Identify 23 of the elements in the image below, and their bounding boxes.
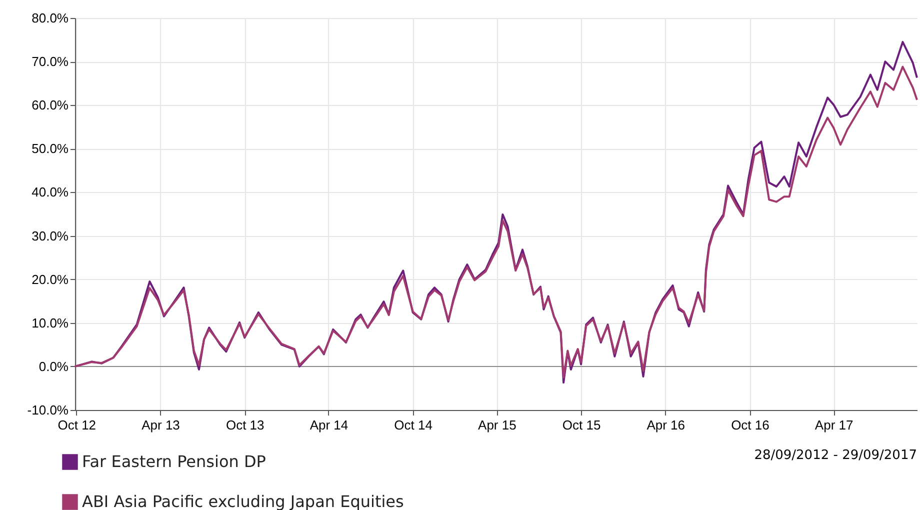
y-tick-label: 40.0% (32, 184, 69, 200)
y-tick-label: 0.0% (38, 358, 69, 374)
x-tick-label: Oct 16 (731, 418, 770, 432)
y-tick-label: 60.0% (32, 98, 69, 113)
x-tick-label: Apr 13 (142, 418, 180, 432)
x-tick-label: Oct 13 (226, 418, 264, 432)
y-tick-label: 80.0% (32, 10, 69, 26)
x-tick-label: Apr 15 (478, 418, 516, 432)
legend-label: ABI Asia Pacific excluding Japan Equities (82, 492, 404, 510)
y-tick-label: 50.0% (32, 141, 69, 156)
y-tick-label: 20.0% (32, 272, 69, 287)
y-tick-label: 70.0% (32, 54, 69, 70)
x-tick-label: Oct 12 (58, 418, 96, 432)
legend-label: Far Eastern Pension DP (82, 452, 266, 471)
x-tick-label: Oct 14 (394, 418, 432, 432)
x-tick-label: Apr 17 (814, 418, 854, 432)
text: 28/09/2012 - 29/09/2017 (754, 448, 917, 463)
y-tick-label: 30.0% (32, 228, 69, 244)
x-tick-label: Apr 16 (646, 418, 686, 432)
x-tick-label: Oct 15 (562, 418, 601, 432)
y-tick-label: 10.0% (32, 315, 69, 330)
y-tick-label: -10.0% (27, 402, 69, 418)
x-tick-label: Apr 14 (310, 418, 348, 432)
